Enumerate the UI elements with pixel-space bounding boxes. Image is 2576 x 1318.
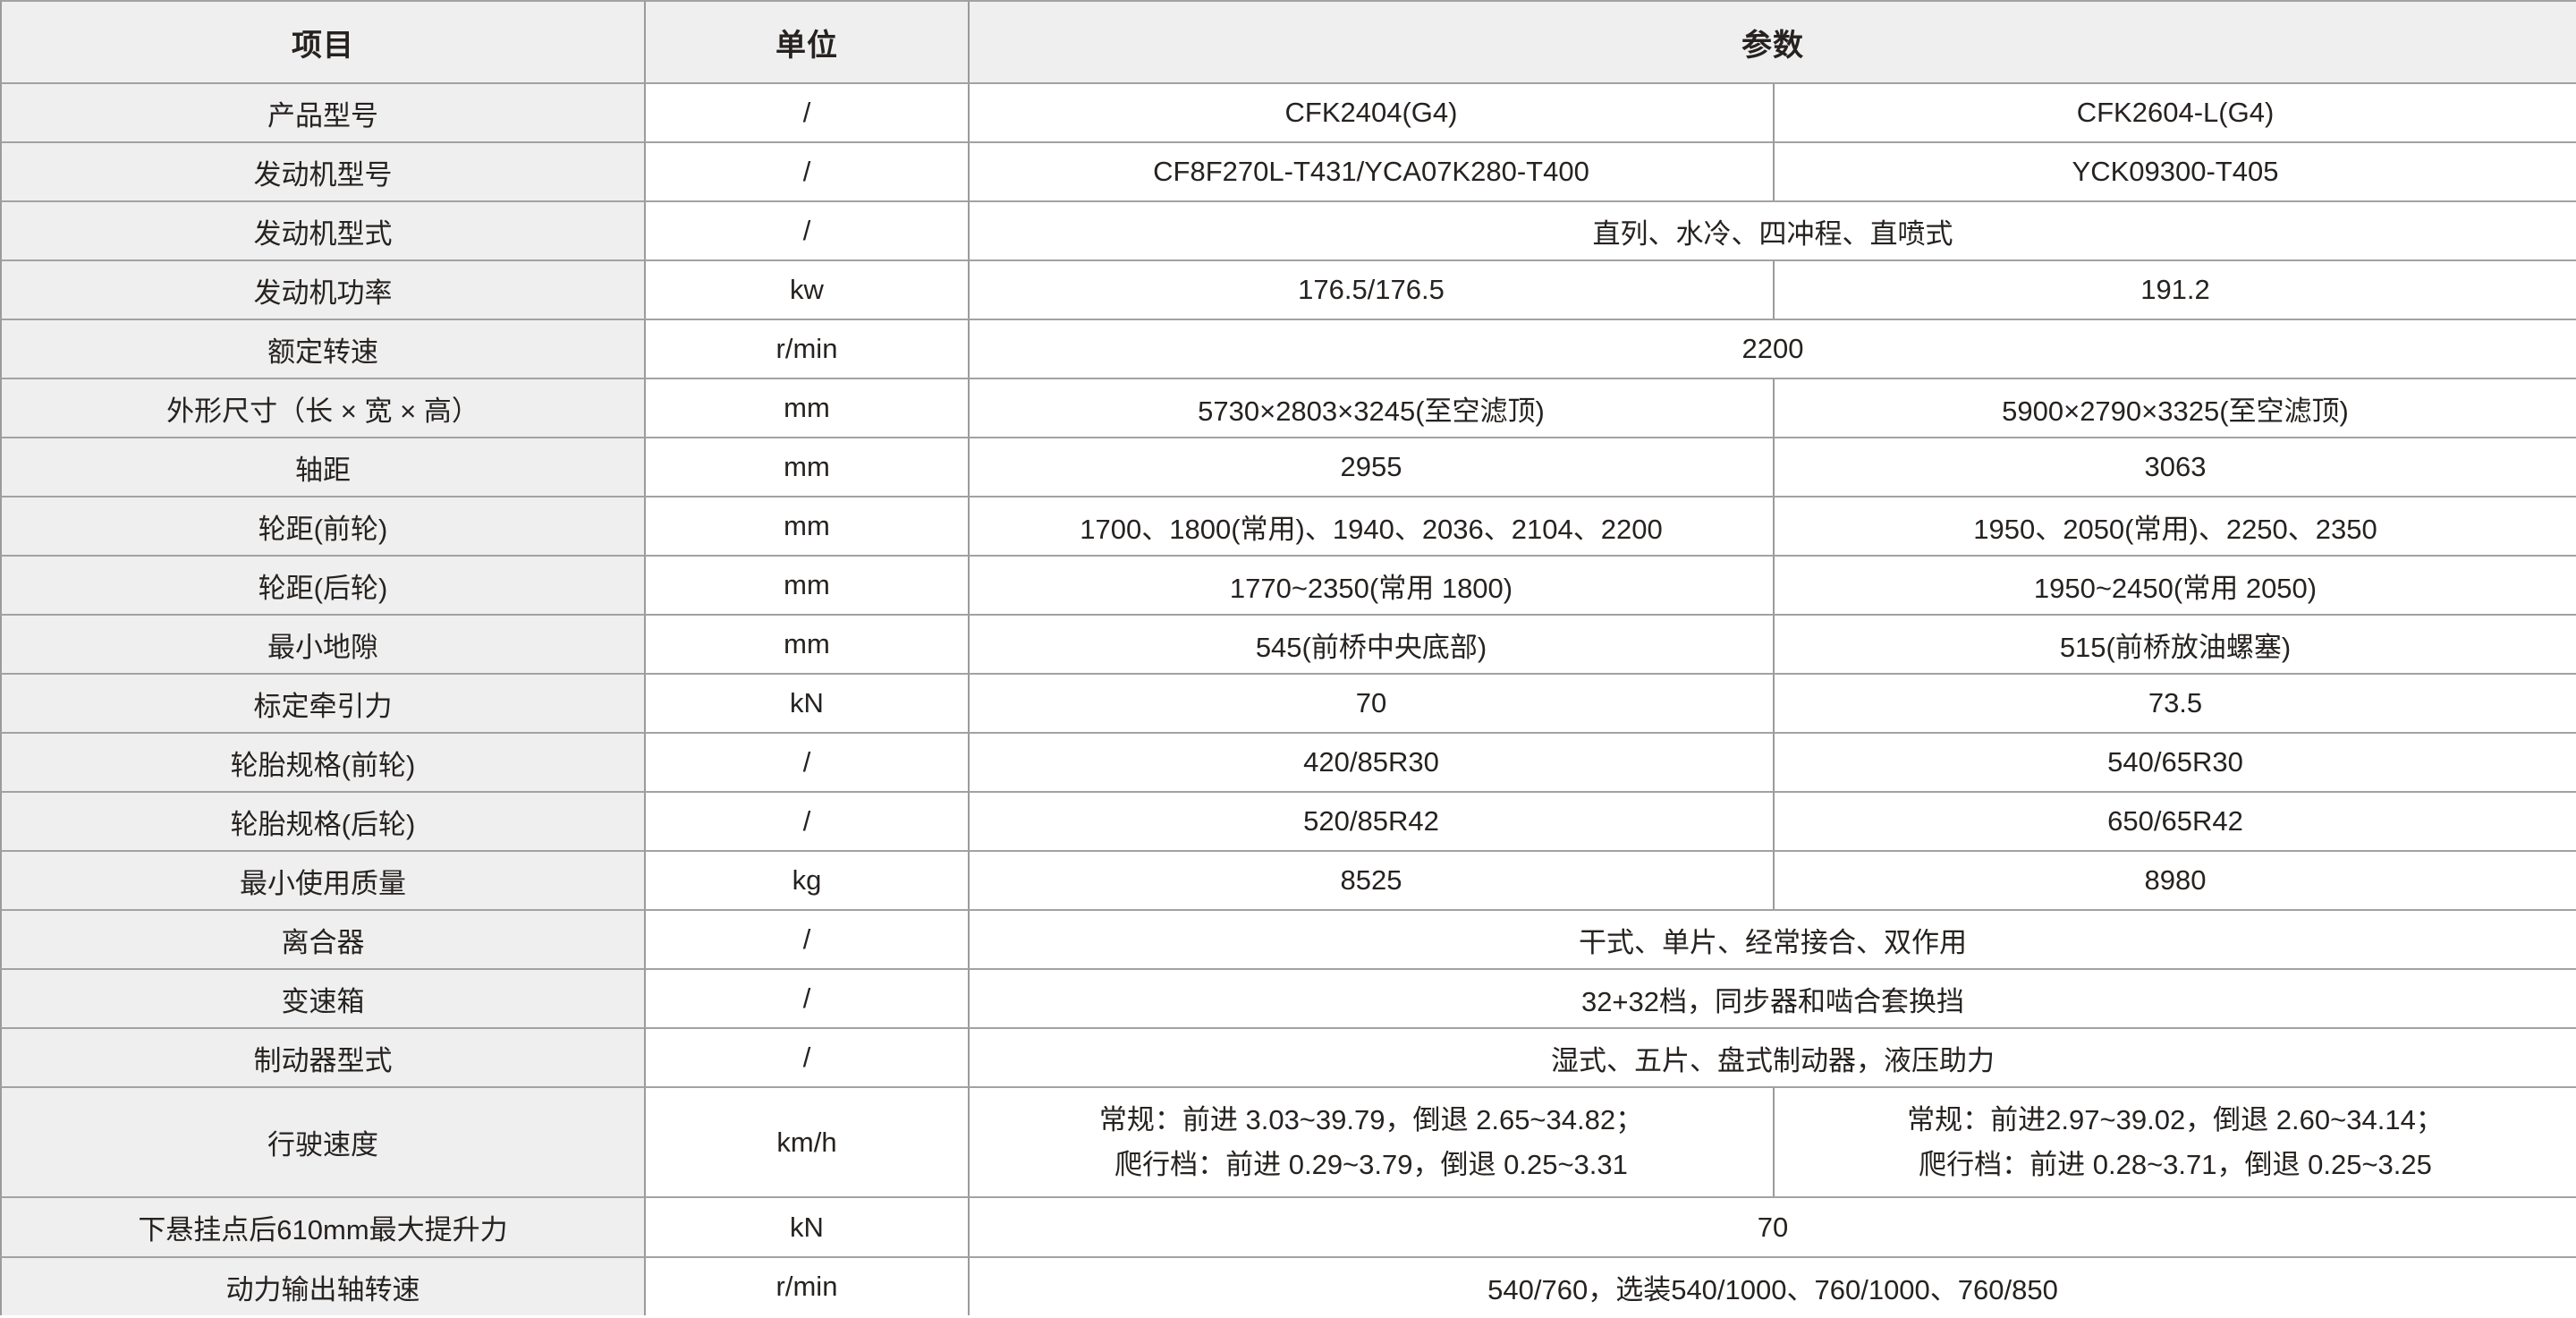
unit-cell: / <box>644 1027 968 1086</box>
item-label: 下悬挂点后610mm最大提升力 <box>0 1196 644 1256</box>
param-value-2: 3063 <box>1773 437 2576 496</box>
unit-cell: km/h <box>644 1086 968 1196</box>
unit-cell: / <box>644 141 968 200</box>
unit-cell: mm <box>644 496 968 555</box>
item-label: 轮胎规格(前轮) <box>0 732 644 791</box>
row-rear-tire-spec: 轮胎规格(后轮) / 520/85R42 650/65R42 <box>0 791 2576 850</box>
param-value-2: CFK2604-L(G4) <box>1773 82 2576 141</box>
row-engine-power: 发动机功率 kw 176.5/176.5 191.2 <box>0 259 2576 319</box>
row-max-lift-force: 下悬挂点后610mm最大提升力 kN 70 <box>0 1196 2576 1256</box>
param-value-span: 540/760，选装540/1000、760/1000、760/850 <box>968 1256 2576 1315</box>
row-overall-dimensions: 外形尺寸（长 × 宽 × 高） mm 5730×2803×3245(至空滤顶) … <box>0 378 2576 437</box>
item-label: 轴距 <box>0 437 644 496</box>
param-value-2: 8980 <box>1773 850 2576 909</box>
item-label: 标定牵引力 <box>0 673 644 732</box>
param-value-1: 5730×2803×3245(至空滤顶) <box>968 378 1773 437</box>
param-value-1: 545(前桥中央底部) <box>968 614 1773 673</box>
param-value-1: 1700、1800(常用)、1940、2036、2104、2200 <box>968 496 1773 555</box>
unit-cell: mm <box>644 555 968 614</box>
param-value-span: 70 <box>968 1196 2576 1256</box>
param-value-2: 540/65R30 <box>1773 732 2576 791</box>
column-header-unit: 单位 <box>644 0 968 82</box>
param-value-2: 常规：前进2.97~39.02，倒退 2.60~34.14； 爬行档：前进 0.… <box>1773 1086 2576 1196</box>
item-label: 额定转速 <box>0 319 644 378</box>
row-min-ground-clearance: 最小地隙 mm 545(前桥中央底部) 515(前桥放油螺塞) <box>0 614 2576 673</box>
row-min-operating-weight: 最小使用质量 kg 8525 8980 <box>0 850 2576 909</box>
row-front-track: 轮距(前轮) mm 1700、1800(常用)、1940、2036、2104、2… <box>0 496 2576 555</box>
param-value-span: 32+32档，同步器和啮合套换挡 <box>968 968 2576 1027</box>
item-label: 发动机型式 <box>0 200 644 259</box>
row-gearbox: 变速箱 / 32+32档，同步器和啮合套换挡 <box>0 968 2576 1027</box>
unit-cell: kN <box>644 1196 968 1256</box>
item-label: 动力输出轴转速 <box>0 1256 644 1315</box>
item-label: 产品型号 <box>0 82 644 141</box>
param-value-2: YCK09300-T405 <box>1773 141 2576 200</box>
row-rated-speed: 额定转速 r/min 2200 <box>0 319 2576 378</box>
row-brake-type: 制动器型式 / 湿式、五片、盘式制动器，液压助力 <box>0 1027 2576 1086</box>
item-label: 制动器型式 <box>0 1027 644 1086</box>
row-pto-speed: 动力输出轴转速 r/min 540/760，选装540/1000、760/100… <box>0 1256 2576 1315</box>
row-rated-traction: 标定牵引力 kN 70 73.5 <box>0 673 2576 732</box>
unit-cell: kg <box>644 850 968 909</box>
unit-cell: / <box>644 82 968 141</box>
item-label: 离合器 <box>0 909 644 968</box>
param-value-2: 1950、2050(常用)、2250、2350 <box>1773 496 2576 555</box>
param-value-1: 176.5/176.5 <box>968 259 1773 319</box>
param-value-1: CFK2404(G4) <box>968 82 1773 141</box>
row-engine-type: 发动机型式 / 直列、水冷、四冲程、直喷式 <box>0 200 2576 259</box>
row-product-model: 产品型号 / CFK2404(G4) CFK2604-L(G4) <box>0 82 2576 141</box>
param-value-span: 直列、水冷、四冲程、直喷式 <box>968 200 2576 259</box>
item-label: 外形尺寸（长 × 宽 × 高） <box>0 378 644 437</box>
row-engine-model: 发动机型号 / CF8F270L-T431/YCA07K280-T400 YCK… <box>0 141 2576 200</box>
param-value-1: 520/85R42 <box>968 791 1773 850</box>
unit-cell: mm <box>644 614 968 673</box>
param-value-1: CF8F270L-T431/YCA07K280-T400 <box>968 141 1773 200</box>
item-label: 变速箱 <box>0 968 644 1027</box>
param-value-1: 420/85R30 <box>968 732 1773 791</box>
unit-cell: / <box>644 732 968 791</box>
param-value-1: 1770~2350(常用 1800) <box>968 555 1773 614</box>
unit-cell: kw <box>644 259 968 319</box>
unit-cell: / <box>644 791 968 850</box>
header-row: 项目 单位 参数 <box>0 0 2576 82</box>
param-value-2: 1950~2450(常用 2050) <box>1773 555 2576 614</box>
unit-cell: mm <box>644 437 968 496</box>
unit-cell: r/min <box>644 319 968 378</box>
param-value-1: 2955 <box>968 437 1773 496</box>
unit-cell: kN <box>644 673 968 732</box>
row-wheelbase: 轴距 mm 2955 3063 <box>0 437 2576 496</box>
param-value-1: 常规：前进 3.03~39.79，倒退 2.65~34.82； 爬行档：前进 0… <box>968 1086 1773 1196</box>
param-value-span: 湿式、五片、盘式制动器，液压助力 <box>968 1027 2576 1086</box>
param-value-1: 8525 <box>968 850 1773 909</box>
row-clutch: 离合器 / 干式、单片、经常接合、双作用 <box>0 909 2576 968</box>
unit-cell: / <box>644 909 968 968</box>
item-label: 轮胎规格(后轮) <box>0 791 644 850</box>
param-value-2: 73.5 <box>1773 673 2576 732</box>
column-header-param: 参数 <box>968 0 2576 82</box>
item-label: 轮距(后轮) <box>0 555 644 614</box>
param-value-2: 650/65R42 <box>1773 791 2576 850</box>
unit-cell: r/min <box>644 1256 968 1315</box>
item-label: 行驶速度 <box>0 1086 644 1196</box>
param-value-2: 191.2 <box>1773 259 2576 319</box>
item-label: 最小地隙 <box>0 614 644 673</box>
unit-cell: mm <box>644 378 968 437</box>
row-rear-track: 轮距(后轮) mm 1770~2350(常用 1800) 1950~2450(常… <box>0 555 2576 614</box>
unit-cell: / <box>644 968 968 1027</box>
row-front-tire-spec: 轮胎规格(前轮) / 420/85R30 540/65R30 <box>0 732 2576 791</box>
item-label: 发动机型号 <box>0 141 644 200</box>
column-header-item: 项目 <box>0 0 644 82</box>
item-label: 轮距(前轮) <box>0 496 644 555</box>
row-travel-speed: 行驶速度 km/h 常规：前进 3.03~39.79，倒退 2.65~34.82… <box>0 1086 2576 1196</box>
item-label: 发动机功率 <box>0 259 644 319</box>
param-value-span: 干式、单片、经常接合、双作用 <box>968 909 2576 968</box>
param-value-2: 515(前桥放油螺塞) <box>1773 614 2576 673</box>
param-value-span: 2200 <box>968 319 2576 378</box>
item-label: 最小使用质量 <box>0 850 644 909</box>
param-value-2: 5900×2790×3325(至空滤顶) <box>1773 378 2576 437</box>
param-value-1: 70 <box>968 673 1773 732</box>
unit-cell: / <box>644 200 968 259</box>
